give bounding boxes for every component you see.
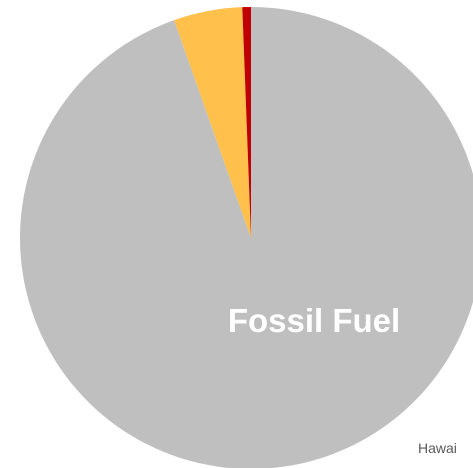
pie-labels: Fossil Fuel xyxy=(228,302,400,339)
pie-slice-3 xyxy=(242,6,251,239)
pie-slice-fossil-fuel xyxy=(20,7,473,468)
pie-slice-2 xyxy=(174,7,251,238)
pie-slices xyxy=(20,6,473,468)
source-note: Hawai xyxy=(418,440,457,456)
slice-label-fossil-fuel: Fossil Fuel xyxy=(228,302,400,339)
